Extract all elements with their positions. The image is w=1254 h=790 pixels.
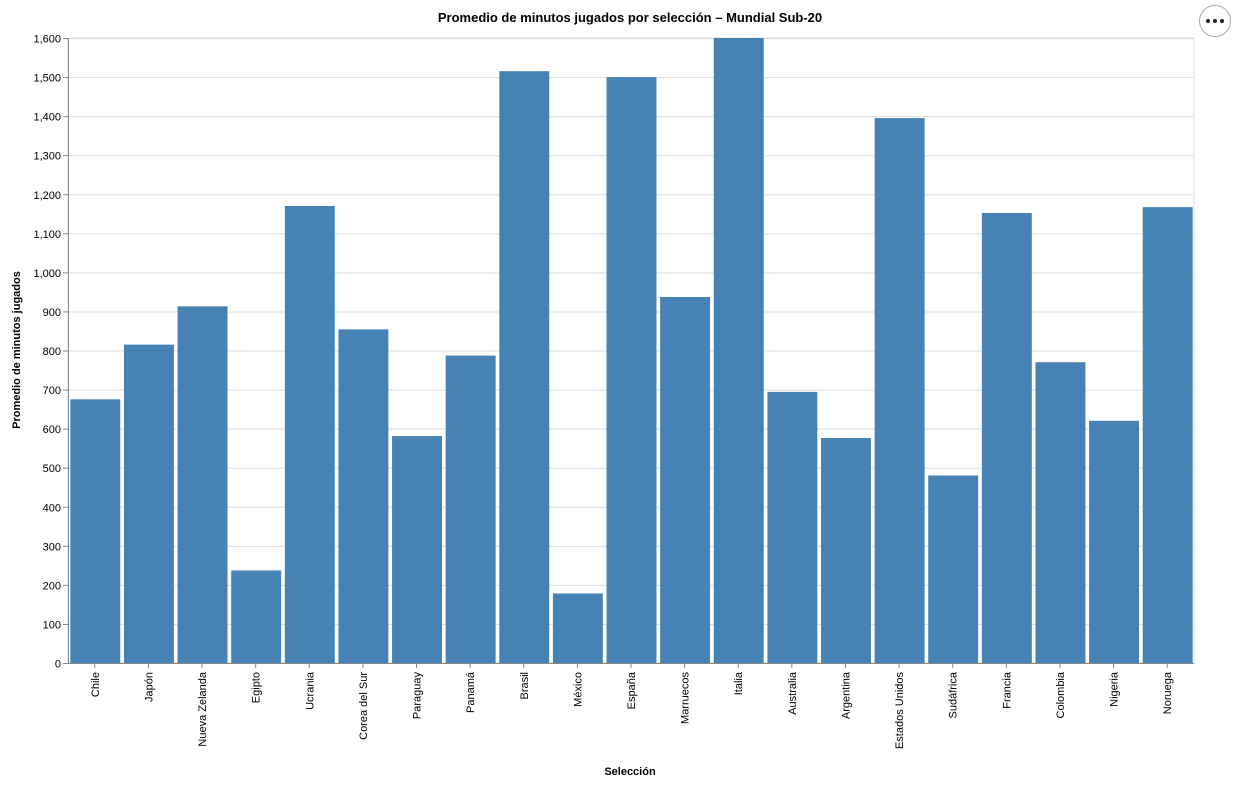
x-tick-label: Sudáfrica [948, 671, 960, 718]
x-tick-label: Brasil [519, 672, 531, 700]
bar-méxico[interactable] [552, 593, 603, 663]
chart-title: Promedio de minutos jugados por selecció… [438, 10, 822, 25]
y-tick-label: 300 [43, 541, 61, 553]
bar-francia[interactable] [981, 213, 1032, 663]
bar-paraguay[interactable] [392, 436, 442, 663]
bar-sudáfrica[interactable] [928, 475, 979, 664]
x-tick-label: México [572, 672, 584, 707]
bar-italia[interactable] [713, 38, 764, 663]
bar-marruecos[interactable] [660, 296, 711, 663]
ellipsis-icon [1220, 19, 1224, 23]
y-tick-label: 1,600 [33, 34, 61, 46]
x-tick-label: Francia [1001, 671, 1013, 709]
bar-ucrania[interactable] [284, 205, 335, 663]
y-tick-label: 400 [43, 502, 61, 514]
bar-nueva-zelanda[interactable] [177, 306, 228, 663]
x-tick-label: Japón [143, 672, 155, 702]
bar-nigeria[interactable] [1089, 420, 1140, 663]
x-tick-label: Corea del Sur [358, 672, 370, 740]
bar-panamá[interactable] [445, 355, 496, 663]
x-tick-label: Noruega [1162, 671, 1174, 714]
x-tick-label: Colombia [1055, 671, 1067, 718]
x-tick-label: Estados Unidos [894, 672, 906, 750]
y-axis: 0 100 200 300 400 500 600 700 800 900 1,000 1,100 1,… [33, 34, 69, 671]
y-tick-label: 900 [43, 307, 61, 319]
bars [70, 38, 1193, 664]
x-tick-label: Marruecos [680, 672, 692, 724]
bar-corea-del-sur[interactable] [338, 329, 389, 663]
y-tick-label: 100 [43, 619, 61, 631]
x-tick-label: Paraguay [412, 672, 424, 720]
x-axis-title: Selección [604, 766, 656, 778]
bar-estados-unidos[interactable] [874, 118, 925, 663]
x-tick-label: Nigeria [1109, 671, 1121, 707]
x-tick-label: Nueva Zelanda [197, 671, 209, 746]
bar-chile[interactable] [70, 399, 121, 663]
x-tick-label: Italia [733, 671, 745, 695]
bar-japón[interactable] [123, 344, 174, 663]
x-tick-label: Panamá [465, 671, 477, 713]
y-tick-label: 1,100 [33, 229, 61, 241]
y-tick-label: 1,200 [33, 190, 61, 202]
x-tick-label: España [626, 671, 638, 709]
x-tick-label: Argentina [840, 671, 852, 719]
bar-noruega[interactable] [1142, 207, 1193, 663]
x-tick-label: Ucrania [304, 671, 316, 710]
y-tick-label: 1,400 [33, 112, 61, 124]
bar-colombia[interactable] [1035, 362, 1086, 663]
y-tick-label: 0 [55, 659, 61, 671]
y-tick-label: 200 [43, 580, 61, 592]
bar-brasil[interactable] [499, 71, 550, 663]
x-tick-label: Chile [90, 672, 102, 697]
bar-españa[interactable] [606, 77, 657, 663]
y-tick-label: 800 [43, 346, 61, 358]
y-tick-label: 700 [43, 385, 61, 397]
bar-australia[interactable] [767, 391, 818, 663]
y-axis-title: Promedio de minutos jugados [11, 271, 23, 429]
y-tick-label: 1,300 [33, 151, 61, 163]
y-tick-label: 600 [43, 424, 61, 436]
actions-menu-button[interactable] [1199, 5, 1231, 37]
ellipsis-icon [1213, 19, 1217, 23]
y-tick-label: 500 [43, 463, 61, 475]
y-tick-label: 1,500 [33, 73, 61, 85]
ellipsis-icon [1206, 19, 1210, 23]
bar-argentina[interactable] [821, 438, 871, 663]
x-axis: Chile Japón Nueva Zelanda Egipto Ucrania Core… [68, 663, 1194, 749]
x-tick-label: Australia [787, 671, 799, 715]
y-tick-label: 1,000 [33, 268, 61, 280]
bar-egipto[interactable] [231, 570, 282, 663]
x-tick-label: Egipto [251, 672, 263, 703]
